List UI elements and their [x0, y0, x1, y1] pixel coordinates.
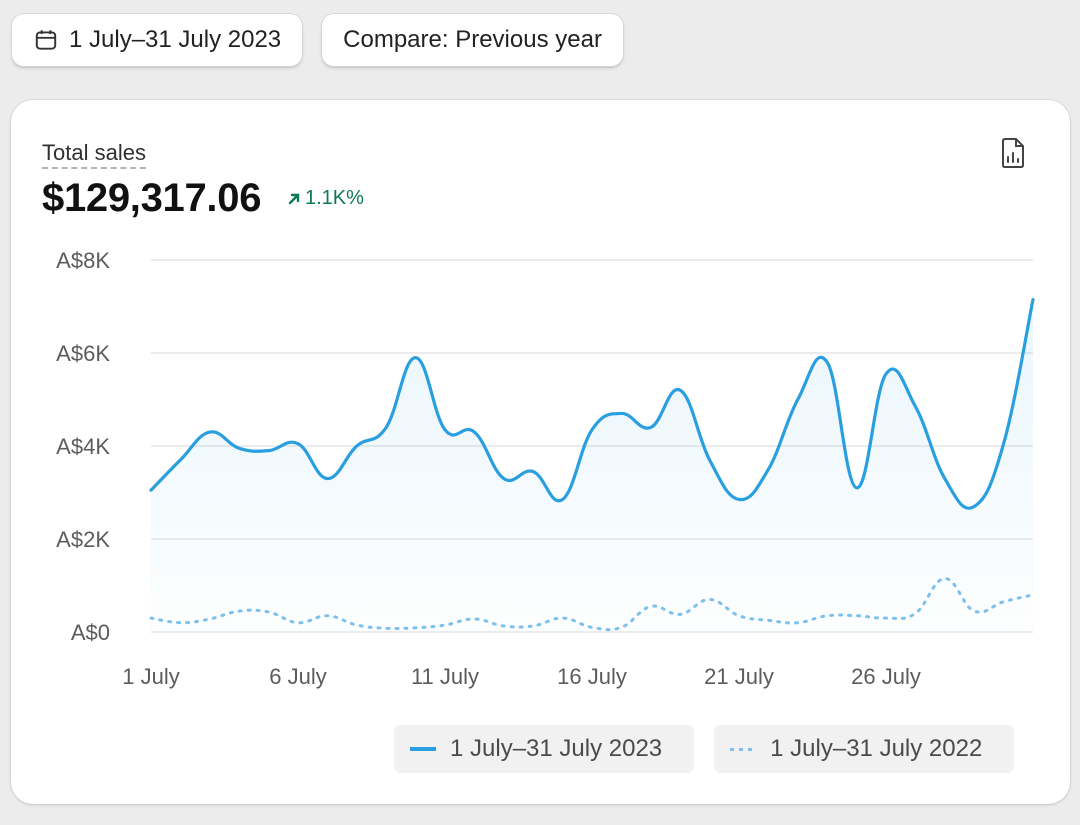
data-point-previous[interactable]	[499, 621, 509, 631]
data-point-current[interactable]	[175, 455, 185, 465]
x-tick-label: 11 July	[411, 664, 479, 689]
data-point-current[interactable]	[293, 439, 303, 449]
chart-legend: 1 July–31 July 2023 1 July–31 July 2022	[394, 725, 1015, 773]
data-point-previous[interactable]	[440, 620, 450, 630]
arrow-up-right-icon	[288, 193, 300, 204]
y-tick-label: A$8K	[56, 248, 110, 273]
metric-value: $129,317.06	[42, 176, 262, 220]
data-point-current[interactable]	[205, 427, 215, 437]
metric-change-value: 1.1K%	[305, 187, 364, 209]
data-point-current[interactable]	[499, 474, 509, 484]
data-point-previous[interactable]	[175, 618, 185, 628]
data-point-previous[interactable]	[264, 607, 274, 617]
data-point-current[interactable]	[587, 425, 597, 435]
data-point-previous[interactable]	[293, 618, 303, 628]
data-point-previous[interactable]	[940, 574, 950, 584]
legend-label-current: 1 July–31 July 2023	[450, 735, 663, 762]
data-point-current[interactable]	[646, 422, 656, 432]
data-point-current[interactable]	[969, 501, 979, 511]
sales-line-chart: A$0 A$2K A$4K A$6K A$8K 1 July 6 July 11 July 1…	[56, 248, 1038, 689]
data-point-previous[interactable]	[734, 611, 744, 621]
data-point-previous[interactable]	[705, 594, 715, 604]
data-point-previous[interactable]	[587, 622, 597, 632]
data-point-previous[interactable]	[381, 623, 391, 633]
x-tick-label: 21 July	[704, 664, 774, 689]
data-point-previous[interactable]	[675, 609, 685, 619]
data-point-previous[interactable]	[411, 623, 421, 633]
data-point-previous[interactable]	[558, 613, 568, 623]
data-point-current[interactable]	[734, 494, 744, 504]
data-point-current[interactable]	[469, 427, 479, 437]
legend-swatch-solid	[410, 747, 436, 751]
sales-card: Total sales $129,317.06 1.1K% A$0 A$2K A$4…	[11, 100, 1070, 804]
data-point-previous[interactable]	[322, 611, 332, 621]
data-point-current[interactable]	[1028, 295, 1038, 305]
data-point-current[interactable]	[381, 422, 391, 432]
data-point-current[interactable]	[352, 441, 362, 451]
data-point-current[interactable]	[940, 474, 950, 484]
compare-button[interactable]: Compare: Previous year	[321, 13, 624, 67]
date-range-button[interactable]: 1 July–31 July 2023	[11, 13, 304, 67]
data-point-previous[interactable]	[969, 606, 979, 616]
data-point-previous[interactable]	[793, 618, 803, 628]
x-tick-label: 26 July	[851, 664, 921, 689]
data-point-previous[interactable]	[1028, 590, 1038, 600]
data-point-current[interactable]	[234, 443, 244, 453]
y-tick-label: A$0	[71, 620, 110, 645]
legend-label-previous: 1 July–31 July 2022	[770, 735, 983, 762]
data-point-previous[interactable]	[646, 601, 656, 611]
data-point-previous[interactable]	[146, 613, 156, 623]
y-tick-label: A$2K	[56, 527, 110, 552]
series-line-previous[interactable]	[149, 577, 1035, 632]
chart-report-icon[interactable]	[999, 137, 1027, 169]
calendar-icon	[35, 30, 57, 50]
metric-title[interactable]: Total sales	[42, 140, 146, 169]
data-point-current[interactable]	[440, 425, 450, 435]
data-point-current[interactable]	[528, 467, 538, 477]
data-point-current[interactable]	[910, 401, 920, 411]
data-point-previous[interactable]	[205, 614, 215, 624]
data-point-current[interactable]	[146, 485, 156, 495]
data-point-previous[interactable]	[822, 611, 832, 621]
data-point-current[interactable]	[322, 474, 332, 484]
data-point-previous[interactable]	[528, 621, 538, 631]
data-point-previous[interactable]	[881, 613, 891, 623]
data-point-current[interactable]	[675, 385, 685, 395]
data-point-current[interactable]	[705, 455, 715, 465]
data-point-current[interactable]	[881, 369, 891, 379]
data-point-current[interactable]	[852, 483, 862, 493]
data-point-previous[interactable]	[999, 597, 1009, 607]
legend-swatch-dotted	[730, 747, 757, 751]
data-point-current[interactable]	[558, 494, 568, 504]
y-tick-label: A$6K	[56, 341, 110, 366]
compare-label: Compare: Previous year	[343, 26, 602, 53]
data-point-current[interactable]	[411, 353, 421, 363]
data-point-current[interactable]	[822, 357, 832, 367]
data-point-previous[interactable]	[763, 615, 773, 625]
data-point-previous[interactable]	[852, 611, 862, 621]
data-point-previous[interactable]	[352, 620, 362, 630]
y-tick-label: A$4K	[56, 434, 110, 459]
x-tick-label: 6 July	[269, 664, 326, 689]
data-point-current[interactable]	[264, 446, 274, 456]
data-point-current[interactable]	[616, 408, 626, 418]
metric-change: 1.1K%	[287, 187, 364, 210]
data-point-current[interactable]	[999, 439, 1009, 449]
data-point-current[interactable]	[763, 464, 773, 474]
data-point-current[interactable]	[793, 395, 803, 405]
series-line-current[interactable]	[149, 297, 1035, 510]
toolbar: 1 July–31 July 2023 Compare: Previous ye…	[11, 13, 624, 67]
date-range-label: 1 July–31 July 2023	[69, 26, 282, 53]
x-tick-label: 16 July	[557, 664, 627, 689]
data-point-previous[interactable]	[616, 622, 626, 632]
x-tick-label: 1 July	[122, 664, 179, 689]
data-point-previous[interactable]	[910, 608, 920, 618]
legend-item-current[interactable]: 1 July–31 July 2023	[394, 725, 695, 773]
data-point-previous[interactable]	[234, 606, 244, 616]
legend-item-previous[interactable]: 1 July–31 July 2022	[714, 725, 1015, 773]
series-area-current	[151, 299, 1033, 632]
data-point-previous[interactable]	[469, 614, 479, 624]
